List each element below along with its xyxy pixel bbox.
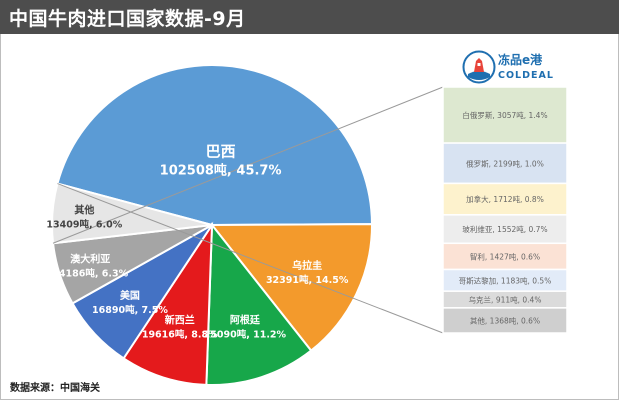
pie-slice-2 bbox=[205, 222, 313, 386]
slice-value-label-2: 25090吨, 11.2% bbox=[204, 328, 287, 340]
breakdown-bar: 白俄罗斯, 3057吨, 1.4% 俄罗斯, 2199吨, 1.0% 加拿大, 17… bbox=[442, 86, 568, 334]
slice-value-label-3: 19616吨, 8.8% bbox=[142, 329, 218, 341]
cow-logo-icon bbox=[462, 50, 496, 84]
slice-value-label-4: 16890吨, 7.5% bbox=[92, 304, 168, 316]
breakdown-label-4: 智利, 1427吨, 0.6% bbox=[470, 251, 540, 261]
breakdown-label-1: 俄罗斯, 2199吨, 1.0% bbox=[466, 158, 544, 168]
pie-slice-1 bbox=[209, 223, 373, 352]
coldeal-logo: 冻品e港 COLDEAL bbox=[462, 48, 572, 88]
breakdown-segment-4 bbox=[442, 242, 568, 271]
slice-name-label-4: 美国 bbox=[120, 289, 140, 302]
slice-value-label-6: 13409吨, 6.0% bbox=[46, 219, 122, 231]
breakdown-label-6: 乌克兰, 911吨, 0.4% bbox=[469, 295, 542, 305]
title-bar: 中国牛肉进口国家数据-9月 bbox=[0, 0, 619, 34]
pie-slice-3 bbox=[122, 221, 214, 386]
breakdown-segment-0 bbox=[442, 86, 568, 144]
slice-labels: 巴西 102508吨, 45.7% 乌拉圭 32391吨, 14.5% 阿根廷 25090… bbox=[46, 142, 348, 340]
pie-slice-0 bbox=[56, 64, 374, 227]
slice-name-label-5: 澳大利亚 bbox=[70, 252, 110, 265]
slice-name-label-1: 乌拉圭 bbox=[292, 259, 322, 272]
breakdown-segment-7 bbox=[442, 307, 568, 334]
logo-name: 冻品e港 bbox=[498, 53, 543, 67]
slice-name-label-2: 阿根廷 bbox=[230, 313, 261, 326]
breakdown-label-2: 加拿大, 1712吨, 0.8% bbox=[466, 194, 544, 204]
page-title: 中国牛肉进口国家数据-9月 bbox=[9, 8, 246, 30]
breakdown-segment-1 bbox=[442, 142, 568, 185]
data-source: 数据来源：中国海关 bbox=[10, 383, 100, 394]
logo-subname: COLDEAL bbox=[498, 70, 554, 81]
breakdown-label-3: 玻利维亚, 1552吨, 0.7% bbox=[462, 224, 547, 234]
connector-line-top bbox=[52, 86, 444, 244]
breakdown-label-5: 哥斯达黎加, 1183吨, 0.5% bbox=[459, 275, 552, 285]
slice-value-label-5: 14186吨, 6.3% bbox=[52, 267, 128, 279]
connector-lines bbox=[52, 86, 444, 334]
slice-name-label-3: 新西兰 bbox=[165, 314, 195, 327]
breakdown-label-0: 白俄罗斯, 3057吨, 1.4% bbox=[462, 110, 547, 120]
breakdown-segment-3 bbox=[442, 214, 568, 245]
connector-line-bottom bbox=[57, 183, 444, 334]
slice-name-label-0: 巴西 bbox=[206, 142, 236, 160]
slice-value-label-0: 102508吨, 45.7% bbox=[160, 162, 282, 178]
slice-name-label-6: 其他 bbox=[74, 204, 94, 217]
breakdown-label-7: 其他, 1368吨, 0.6% bbox=[470, 315, 540, 325]
main-pie bbox=[51, 64, 374, 386]
slice-value-label-1: 32391吨, 14.5% bbox=[266, 274, 349, 286]
